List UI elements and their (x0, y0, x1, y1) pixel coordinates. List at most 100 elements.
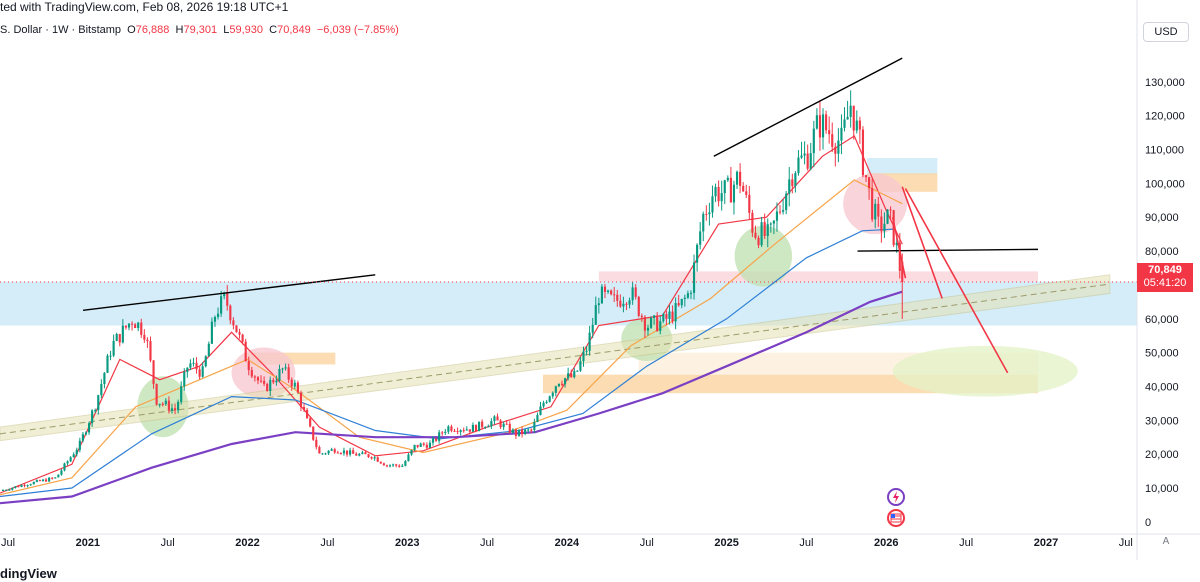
zone-5 (867, 158, 938, 175)
candle-body (699, 231, 702, 245)
candle-body (186, 367, 189, 372)
candle-body (109, 355, 112, 357)
candle-body (883, 223, 886, 232)
trend-channel-midline (0, 283, 1110, 435)
candle-body (103, 372, 106, 385)
candle-body (281, 368, 284, 370)
candle-body (275, 380, 278, 383)
candle-body (450, 426, 453, 431)
candle-body (683, 297, 686, 299)
candle-body (204, 356, 207, 367)
candle-body (603, 286, 607, 292)
candle-body (302, 407, 306, 410)
candle-body (643, 317, 646, 331)
candle-body (778, 211, 782, 213)
candle-body (213, 316, 217, 322)
candle-body (496, 416, 499, 421)
candle-body (155, 383, 158, 405)
change-value: −6,039 (−7.85%) (316, 24, 399, 36)
candle-body (613, 294, 616, 296)
x-tick-label: 2021 (76, 537, 100, 549)
candle-body (189, 363, 192, 368)
candle-body (416, 444, 419, 447)
highlight-ellipse-1 (231, 347, 296, 399)
candle-body (889, 209, 892, 211)
candle-body (115, 334, 118, 341)
candle-body (299, 392, 303, 408)
candle-body (17, 486, 20, 488)
candle-body (29, 484, 32, 486)
candle-body (692, 262, 696, 293)
candle-body (201, 366, 204, 377)
candle-body (597, 303, 600, 306)
candle-body (60, 470, 63, 475)
candle-body (548, 396, 551, 402)
candle-body (702, 213, 705, 232)
moving-average-line-3 (0, 290, 903, 505)
candle-body (306, 409, 309, 419)
candle-body (659, 321, 662, 332)
candle-body (339, 453, 342, 455)
candle-body (14, 486, 17, 488)
candle-body (849, 105, 852, 117)
candle-body (97, 395, 100, 411)
y-tick-label: 100,000 (1145, 178, 1185, 190)
candle-body (729, 177, 732, 203)
candle-body (11, 487, 14, 490)
candle-body (146, 339, 149, 342)
candle-body (680, 298, 683, 306)
candle-body (649, 317, 653, 328)
candle-body (892, 210, 895, 246)
candle-body (708, 212, 711, 215)
candle-body (637, 296, 640, 316)
candle-body (164, 400, 167, 404)
candle-body (425, 444, 428, 448)
candle-body (825, 114, 828, 131)
candle-body (253, 376, 256, 378)
candle-body (567, 373, 570, 379)
y-tick-label: 110,000 (1145, 145, 1184, 157)
x-tick-label: Jul (640, 537, 654, 549)
candle-body (349, 450, 352, 455)
candle-body (576, 370, 579, 372)
candle-body (665, 314, 668, 319)
candle-body (852, 105, 855, 131)
candle-body (229, 305, 232, 321)
candle-body (413, 444, 416, 451)
flag-icon[interactable] (886, 508, 906, 528)
candle-body (376, 457, 379, 462)
candle-body (355, 453, 358, 456)
y-tick-label: 20,000 (1145, 449, 1179, 461)
candle-body (287, 367, 290, 380)
candle-body (256, 377, 260, 381)
candle-body (158, 403, 161, 405)
last-candle-body (901, 261, 904, 283)
candle-body (183, 371, 186, 387)
lightning-icon[interactable] (886, 487, 906, 507)
low-label: L (223, 24, 230, 36)
published-header: ted with TradingView.com, Feb 08, 2026 1… (0, 0, 289, 14)
currency-selector[interactable]: USD (1143, 22, 1189, 42)
candle-body (327, 450, 330, 454)
candle-body (87, 423, 91, 433)
candle-body (800, 155, 803, 158)
candle-body (591, 324, 594, 333)
candle-body (794, 173, 797, 187)
candle-body (207, 343, 210, 357)
high-label: H (175, 24, 184, 36)
candle-body (259, 380, 263, 382)
auto-scale-button[interactable]: A (1162, 536, 1170, 547)
candle-body (886, 209, 889, 224)
bar-countdown: 05:41:20 (1143, 277, 1187, 289)
candle-body (490, 421, 493, 427)
candle-body (560, 383, 564, 385)
candle-body (818, 115, 822, 138)
candle-body (441, 432, 444, 434)
candle-body (167, 400, 170, 411)
footer-brand: dingView (0, 566, 57, 581)
candle-body (877, 203, 880, 217)
candle-body (791, 179, 794, 187)
candle-body (364, 452, 367, 455)
